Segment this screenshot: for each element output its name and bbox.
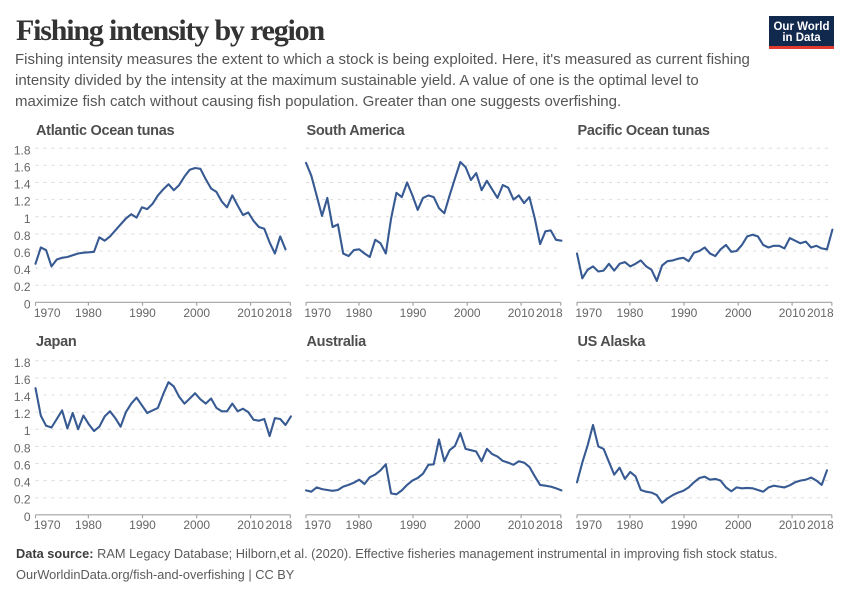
svg-text:1.6: 1.6 <box>14 373 31 387</box>
svg-text:1980: 1980 <box>75 306 102 320</box>
svg-text:1: 1 <box>24 424 31 438</box>
svg-text:1980: 1980 <box>75 518 102 532</box>
svg-text:2018: 2018 <box>807 306 834 320</box>
svg-text:Atlantic Ocean tunas: Atlantic Ocean tunas <box>36 123 174 139</box>
svg-text:1.8: 1.8 <box>14 356 31 370</box>
svg-text:1: 1 <box>24 212 31 226</box>
svg-text:1970: 1970 <box>34 518 61 532</box>
svg-text:1970: 1970 <box>304 306 331 320</box>
svg-text:0.8: 0.8 <box>14 441 31 455</box>
svg-text:2010: 2010 <box>779 306 806 320</box>
svg-text:2010: 2010 <box>237 518 264 532</box>
svg-text:Australia: Australia <box>307 334 368 350</box>
svg-text:1970: 1970 <box>304 518 331 532</box>
svg-text:1990: 1990 <box>129 306 156 320</box>
svg-text:0.4: 0.4 <box>14 476 31 490</box>
svg-text:1.4: 1.4 <box>14 390 31 404</box>
svg-text:Japan: Japan <box>36 334 76 350</box>
svg-text:2000: 2000 <box>725 518 752 532</box>
svg-text:0.2: 0.2 <box>14 280 31 294</box>
svg-text:1970: 1970 <box>575 518 602 532</box>
svg-text:US Alaska: US Alaska <box>578 334 647 350</box>
svg-text:0.6: 0.6 <box>14 459 31 473</box>
svg-text:2010: 2010 <box>779 518 806 532</box>
svg-text:1980: 1980 <box>617 518 644 532</box>
svg-text:0.6: 0.6 <box>14 246 31 260</box>
svg-text:2000: 2000 <box>183 518 210 532</box>
svg-text:2000: 2000 <box>454 306 481 320</box>
svg-text:2018: 2018 <box>536 306 563 320</box>
svg-text:1990: 1990 <box>400 306 427 320</box>
svg-text:South America: South America <box>307 123 406 139</box>
svg-text:1980: 1980 <box>346 306 373 320</box>
svg-text:1.6: 1.6 <box>14 160 31 174</box>
svg-text:1990: 1990 <box>400 518 427 532</box>
svg-text:0.4: 0.4 <box>14 263 31 277</box>
svg-text:1970: 1970 <box>575 306 602 320</box>
svg-text:0.2: 0.2 <box>14 493 31 507</box>
svg-text:1980: 1980 <box>346 518 373 532</box>
svg-text:1.8: 1.8 <box>14 143 31 157</box>
svg-text:2018: 2018 <box>265 306 292 320</box>
svg-text:2000: 2000 <box>183 306 210 320</box>
svg-text:1.2: 1.2 <box>14 195 31 209</box>
svg-text:2018: 2018 <box>536 518 563 532</box>
svg-text:0.8: 0.8 <box>14 229 31 243</box>
svg-text:1.4: 1.4 <box>14 178 31 192</box>
svg-text:2010: 2010 <box>508 518 535 532</box>
svg-text:Pacific Ocean tunas: Pacific Ocean tunas <box>578 123 710 139</box>
svg-text:2018: 2018 <box>807 518 834 532</box>
svg-text:1970: 1970 <box>34 306 61 320</box>
svg-text:2010: 2010 <box>508 306 535 320</box>
svg-text:2000: 2000 <box>454 518 481 532</box>
svg-text:2010: 2010 <box>237 306 264 320</box>
svg-text:1990: 1990 <box>671 306 698 320</box>
svg-text:2018: 2018 <box>265 518 292 532</box>
svg-text:1990: 1990 <box>129 518 156 532</box>
svg-text:2000: 2000 <box>725 306 752 320</box>
svg-text:0: 0 <box>24 297 31 311</box>
svg-text:1.2: 1.2 <box>14 407 31 421</box>
svg-text:1990: 1990 <box>671 518 698 532</box>
svg-text:0: 0 <box>24 510 31 524</box>
svg-text:1980: 1980 <box>617 306 644 320</box>
